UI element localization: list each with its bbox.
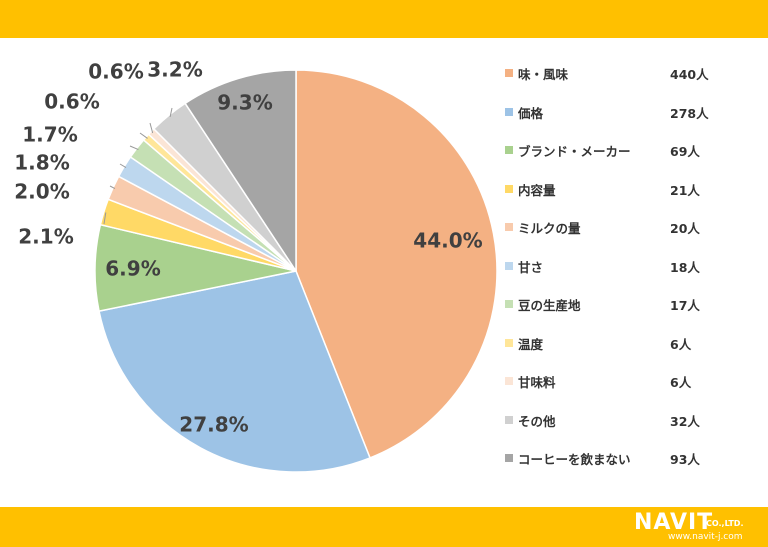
legend-label: 味・風味 (518, 67, 569, 82)
header-band (0, 0, 768, 38)
legend-swatch (505, 146, 513, 154)
leader-line (119, 163, 127, 168)
footer-band (0, 507, 768, 547)
logo-url: www.navit-j.com (668, 532, 743, 542)
legend-label: 甘さ (518, 259, 544, 275)
leader-line (129, 145, 139, 150)
legend-swatch (505, 261, 513, 270)
legend-item: 豆の生産地 17人 (500, 295, 768, 315)
legend-count: 93人 (670, 452, 700, 467)
slice-percent-label: 6.9% (105, 257, 160, 281)
legend-count: 69人 (670, 144, 700, 159)
legend-item: 味・風味 440人 (500, 64, 768, 84)
legend-label: 温度 (518, 336, 544, 352)
legend-swatch (505, 69, 513, 77)
legend-label: 内容量 (518, 182, 556, 198)
legend-item: 内容量 21人 (500, 180, 768, 200)
legend-item: ブランド・メーカー 69人 (500, 141, 768, 161)
legend-count: 21人 (670, 182, 700, 198)
legend-item: 甘味料 6人 (500, 372, 768, 392)
legend-label: 甘味料 (518, 375, 556, 390)
slice-percent-label: 2.1% (18, 225, 73, 249)
legend-label: その他 (518, 413, 556, 429)
legend-count: 17人 (670, 298, 700, 313)
slice-percent-label: 1.8% (14, 151, 69, 175)
slice-percent-label: 27.8% (179, 413, 248, 437)
pie-slice (295, 69, 498, 459)
legend-label: コーヒーを飲まない (518, 452, 631, 467)
legend-label: 豆の生産地 (518, 298, 581, 313)
legend-swatch (505, 454, 513, 462)
slice-percent-label: 0.6% (88, 60, 143, 84)
pie-slice (98, 270, 371, 473)
leader-line (109, 185, 116, 189)
logo-name: NAVIT (634, 510, 714, 535)
legend-count: 440人 (670, 67, 709, 82)
legend-swatch (505, 300, 513, 308)
legend-label: ブランド・メーカー (518, 144, 631, 159)
leader-line (103, 212, 107, 225)
legend-count: 20人 (670, 221, 700, 236)
legend-swatch (505, 377, 513, 385)
legend-count: 6人 (670, 375, 692, 390)
slice-percent-label: 2.0% (14, 180, 69, 204)
legend-count: 18人 (670, 259, 700, 275)
slice-percent-label: 9.3% (217, 91, 272, 115)
legend-label: ミルクの量 (518, 221, 581, 236)
legend-item: その他 32人 (500, 411, 768, 431)
legend-swatch (505, 415, 513, 424)
legend-count: 278人 (670, 105, 709, 121)
pie-chart: 44.0%27.8%6.9%2.1%2.0%1.8%1.7%0.6%0.6% 3.… (14, 58, 498, 473)
legend-item: ミルクの量 20人 (500, 218, 768, 238)
pie-slice (184, 69, 297, 274)
slice-percent-label: 44.0% (413, 229, 482, 253)
slice-percent-label: 1.7% (22, 123, 77, 147)
slice-percent-label: 3.2% (147, 58, 202, 82)
legend-item: コーヒーを飲まない 93人 (500, 449, 768, 469)
company-logo: NAVIT CO.,LTD. www.navit-j.com (634, 510, 764, 544)
legend-swatch (505, 184, 513, 193)
leader-line (139, 132, 148, 139)
legend-item: 価格 278人 (500, 103, 768, 123)
legend-swatch (505, 223, 513, 231)
leader-line (169, 107, 173, 117)
legend-swatch (505, 107, 513, 116)
legend-count: 32人 (670, 413, 700, 429)
legend-item: 温度 6人 (500, 334, 768, 354)
slice-percent-label: 0.6% (44, 90, 99, 114)
legend-label: 価格 (518, 105, 544, 121)
legend-count: 6人 (670, 336, 692, 352)
leader-line (149, 122, 154, 134)
chart-legend: 味・風味 440人価格 278人ブランド・メーカー 69人内容量 21人ミルクの量 20人… (500, 38, 768, 507)
legend-swatch (505, 338, 513, 347)
legend-item: 甘さ 18人 (500, 257, 768, 277)
logo-suffix: CO.,LTD. (706, 519, 744, 528)
